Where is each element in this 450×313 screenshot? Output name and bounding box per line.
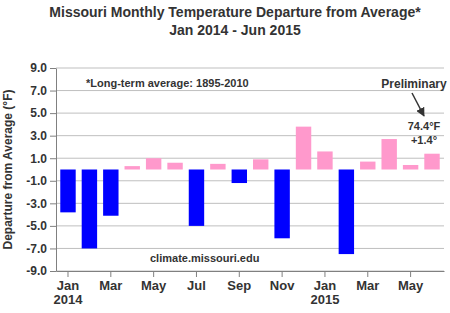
- y-tick: 5.0: [30, 106, 56, 120]
- bar: [296, 127, 311, 170]
- x-tick-mark: [282, 271, 283, 277]
- y-tick: -1.0: [26, 174, 56, 188]
- grid-line: [56, 271, 444, 272]
- y-tick-label: -5.0: [26, 219, 47, 233]
- bar: [253, 159, 268, 169]
- x-tick-label: May: [141, 278, 167, 293]
- bar: [274, 170, 289, 239]
- bar: [210, 164, 225, 170]
- y-tick: 1.0: [30, 152, 56, 166]
- bar: [360, 162, 375, 170]
- x-tick-mark: [410, 271, 411, 277]
- bar: [317, 151, 332, 169]
- x-tick-mark: [324, 271, 325, 277]
- x-tick-mark: [196, 271, 197, 277]
- x-tick-label: Mar: [99, 278, 122, 293]
- y-tick: -9.0: [26, 264, 56, 278]
- y-tick: -5.0: [26, 219, 56, 233]
- y-tick-mark: [50, 68, 56, 69]
- grid-line: [56, 135, 444, 136]
- y-tick-label: 3.0: [30, 129, 47, 143]
- y-tick-mark: [50, 181, 56, 182]
- x-tick: Sep: [227, 271, 251, 293]
- x-tick-mark: [67, 271, 68, 277]
- y-tick: 7.0: [30, 84, 56, 98]
- x-tick-mark: [110, 271, 111, 277]
- y-tick: 3.0: [30, 129, 56, 143]
- bar: [339, 170, 354, 255]
- y-tick: 9.0: [30, 61, 56, 75]
- annotation: *Long-term average: 1895-2010: [86, 77, 249, 89]
- y-axis: -9.0 -7.0 -5.0 -3.0 -1.0 1.0 3.0 5.0 7.0 9.0: [26, 61, 56, 278]
- x-tick-label: Jan2015: [310, 278, 339, 307]
- x-tick-mark: [153, 271, 154, 277]
- y-tick-label: 7.0: [30, 84, 47, 98]
- y-axis-line: [56, 69, 57, 272]
- x-tick: Nov: [270, 271, 295, 293]
- grid: [56, 68, 444, 271]
- x-tick-mark: [367, 271, 368, 277]
- y-tick-label: -9.0: [26, 264, 47, 278]
- y-tick-label: -3.0: [26, 197, 47, 211]
- x-tick-label: Sep: [227, 278, 251, 293]
- y-tick-mark: [50, 136, 56, 137]
- x-axis-line: [57, 271, 445, 272]
- bar: [403, 165, 418, 170]
- grid-line: [56, 225, 444, 226]
- y-tick: -7.0: [26, 242, 56, 256]
- x-tick: Jul: [187, 271, 206, 293]
- x-axis: Jan2014 Mar May Jul Sep Nov Jan2015 Mar May: [54, 271, 445, 307]
- y-tick-mark: [50, 226, 56, 227]
- y-tick-label: 1.0: [30, 152, 47, 166]
- x-tick: Mar: [356, 271, 379, 293]
- x-tick-label: May: [398, 278, 424, 293]
- chart: Missouri Monthly Temperature Departure f…: [0, 0, 450, 313]
- bar: [103, 170, 118, 216]
- grid-line: [56, 68, 444, 69]
- bar: [189, 170, 204, 226]
- y-tick-label: 9.0: [30, 61, 47, 75]
- grid-line: [56, 113, 444, 114]
- x-tick: May: [141, 271, 167, 293]
- x-tick-label: Jul: [187, 278, 206, 293]
- bar: [60, 170, 75, 213]
- bar: [381, 139, 396, 169]
- y-tick-mark: [50, 113, 56, 114]
- bar: [82, 170, 97, 249]
- annotation-arrow: [412, 93, 424, 116]
- x-tick-label: Jan2014: [54, 278, 84, 307]
- bar: [232, 170, 247, 184]
- y-tick: -3.0: [26, 197, 56, 211]
- subtitle: Jan 2014 - Jun 2015: [169, 22, 301, 38]
- y-tick-label: -1.0: [26, 174, 47, 188]
- y-tick-mark: [50, 203, 56, 204]
- bar: [424, 154, 439, 170]
- y-tick-mark: [50, 158, 56, 159]
- y-tick-mark: [50, 271, 56, 272]
- annotation: climate.missouri.edu: [150, 252, 259, 264]
- x-tick-label: Nov: [270, 278, 295, 293]
- bar: [146, 158, 161, 169]
- x-tick: May: [398, 271, 424, 293]
- x-tick: Jan2015: [310, 271, 339, 307]
- x-tick: Mar: [99, 271, 122, 293]
- x-tick: Jan2014: [54, 271, 84, 307]
- grid-line: [56, 248, 444, 249]
- bar: [125, 166, 140, 169]
- y-tick-mark: [50, 91, 56, 92]
- bar: [167, 163, 182, 170]
- y-tick-label: -7.0: [26, 242, 47, 256]
- y-tick-mark: [50, 248, 56, 249]
- y-axis-title: Departure from Average (°F): [1, 90, 15, 250]
- x-tick-mark: [239, 271, 240, 277]
- annotation: +1.4°: [411, 134, 437, 146]
- bars: [60, 127, 439, 254]
- annotation: 74.4°F: [408, 120, 441, 132]
- annotation: Preliminary: [381, 77, 447, 91]
- x-tick-label: Mar: [356, 278, 379, 293]
- y-tick-label: 5.0: [30, 106, 47, 120]
- title: Missouri Monthly Temperature Departure f…: [49, 4, 421, 20]
